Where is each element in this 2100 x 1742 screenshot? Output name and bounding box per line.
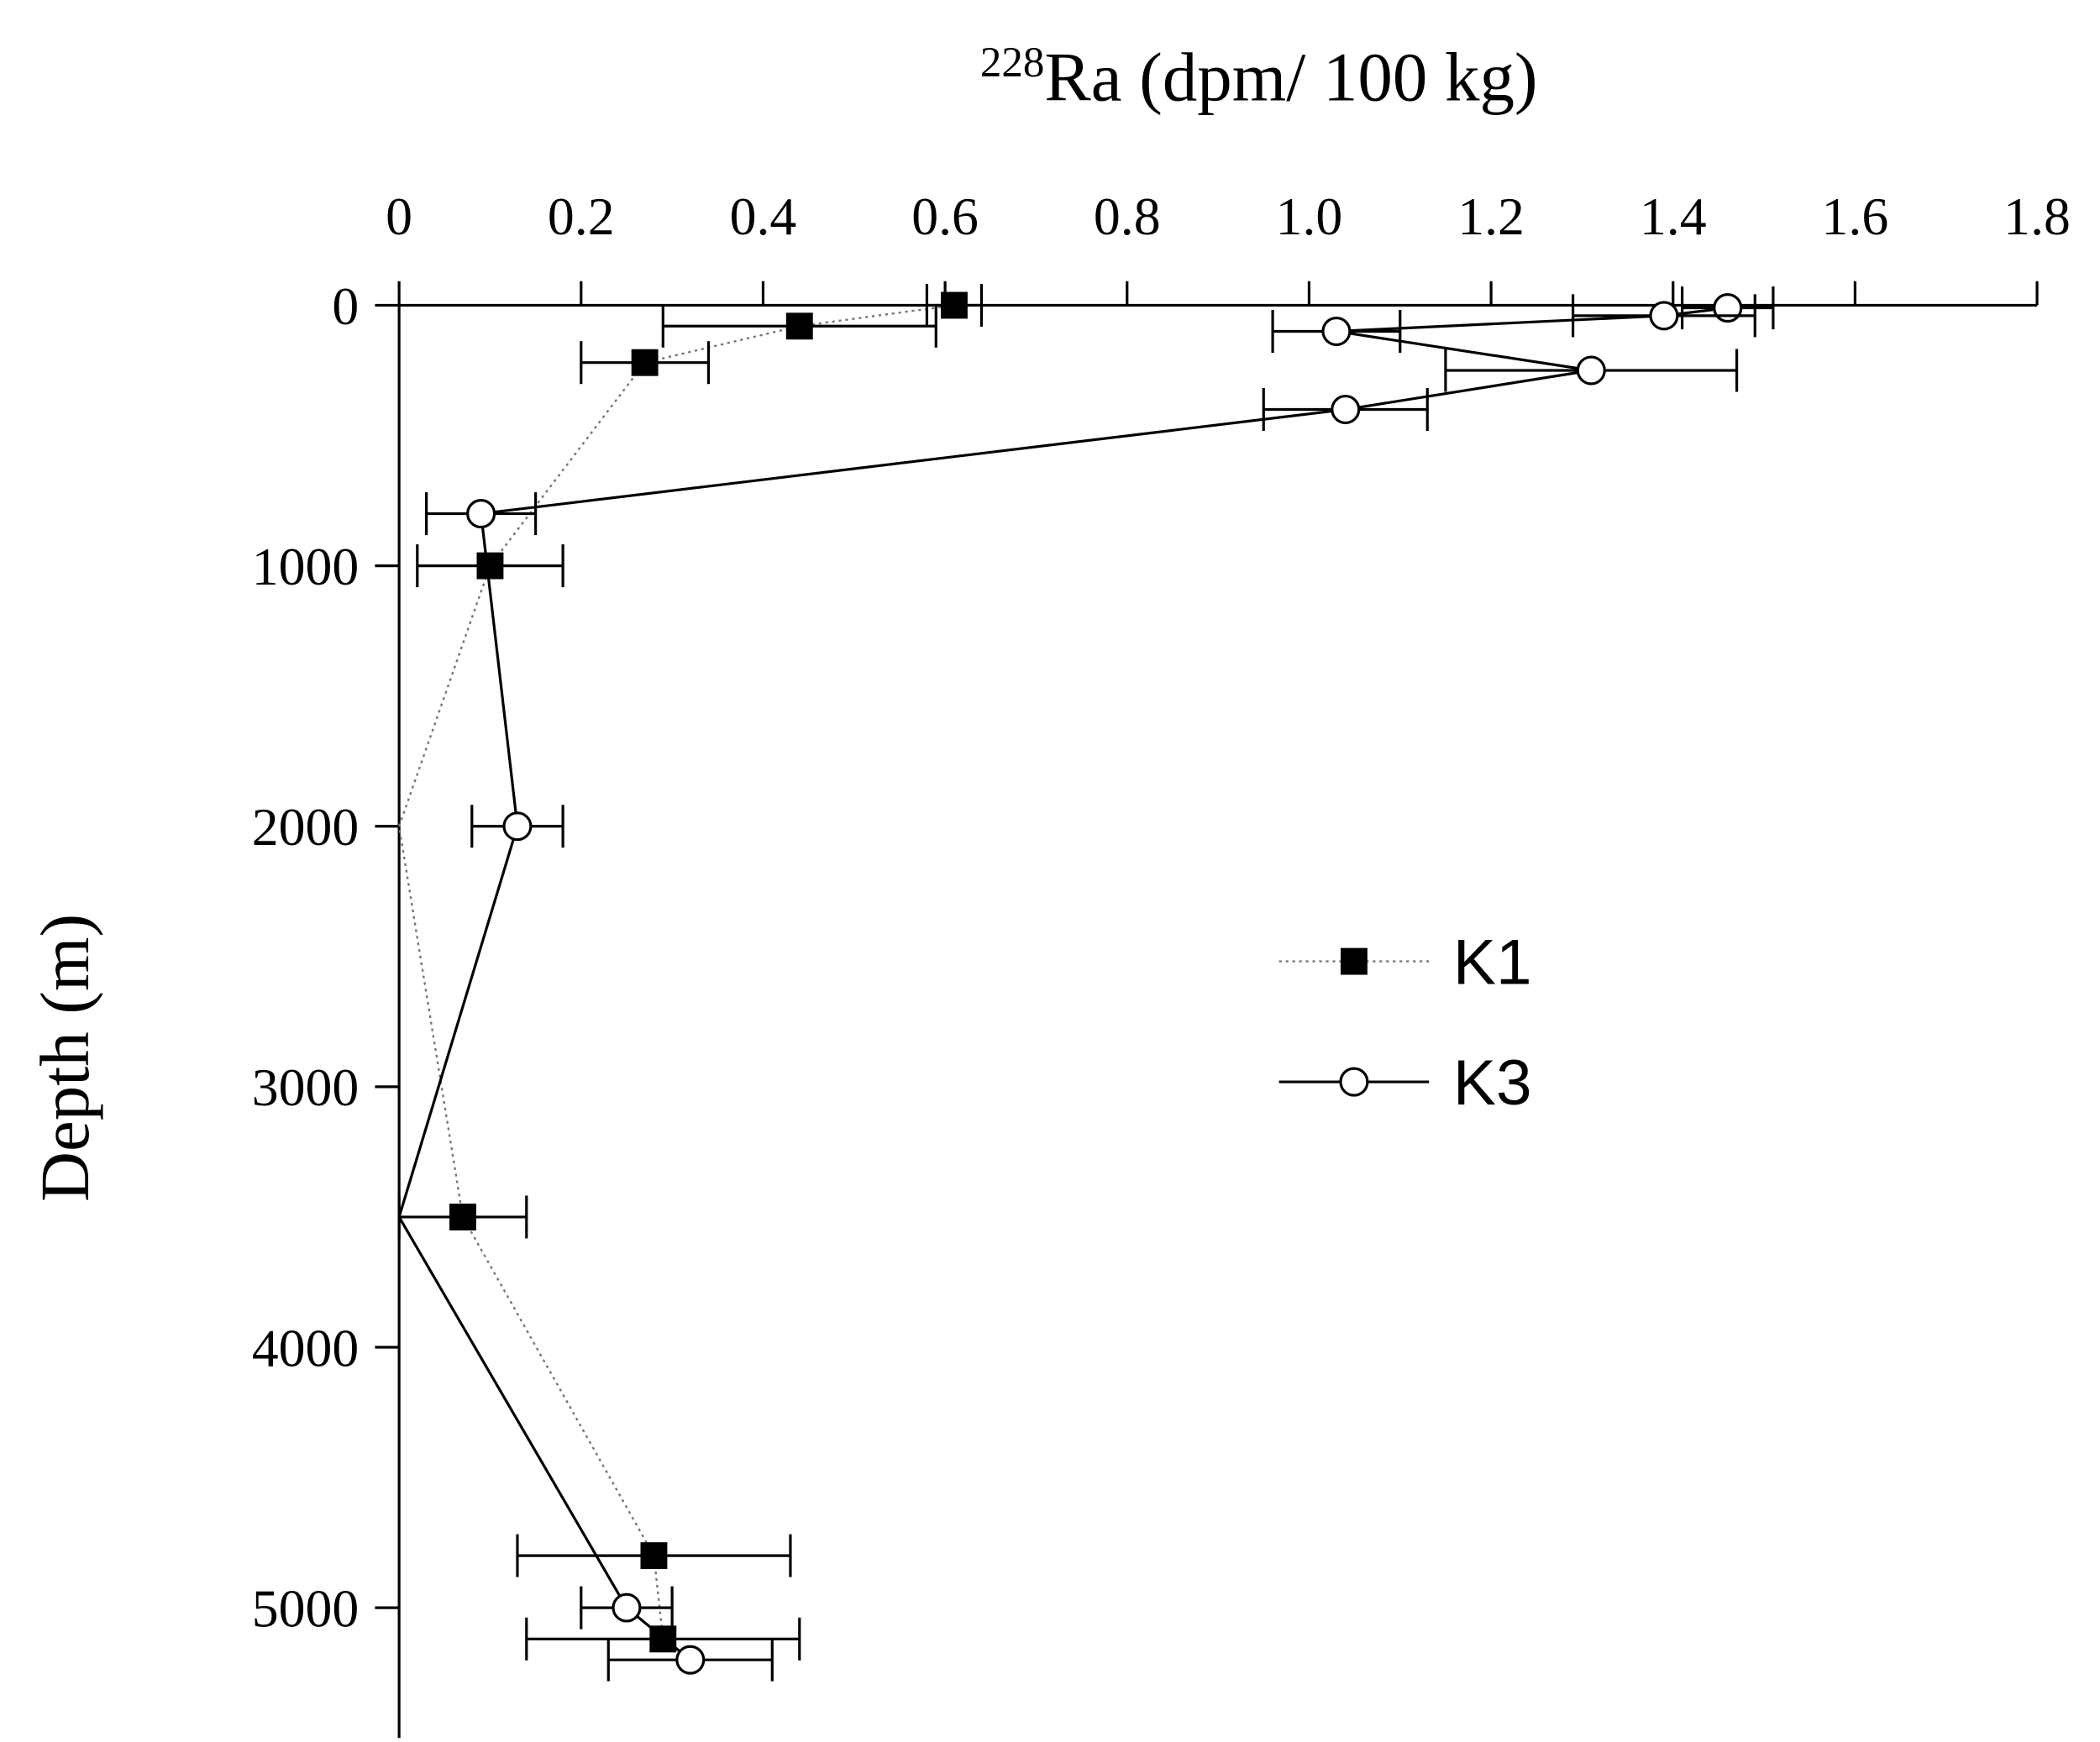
marker-square [449, 1204, 476, 1230]
legend-label: K1 [1453, 927, 1532, 999]
x-tick-label: 1.8 [2003, 186, 2071, 246]
y-tick-label: 1000 [252, 537, 360, 596]
marker-square [631, 349, 659, 376]
marker-circle [1713, 293, 1743, 323]
legend-label: K3 [1453, 1047, 1532, 1119]
marker-square [940, 291, 968, 319]
x-axis-title-superscript: 228 [980, 39, 1045, 87]
y-tick-label: 0 [332, 276, 359, 336]
marker-circle [675, 1645, 706, 1675]
marker-circle [1576, 355, 1606, 386]
x-tick-label: 0.6 [911, 186, 979, 246]
series-line [397, 306, 1728, 1661]
marker-circle [1649, 301, 1679, 331]
x-tick-label: 0.4 [730, 186, 797, 246]
y-tick-label: 5000 [252, 1578, 360, 1638]
marker-square [640, 1542, 668, 1570]
x-tick-label: 0 [386, 186, 412, 246]
marker-circle [1321, 316, 1352, 347]
marker-circle [612, 1592, 642, 1623]
x-tick-label: 0.8 [1094, 186, 1161, 246]
marker-circle [466, 499, 496, 529]
marker-circle [1331, 394, 1361, 425]
x-tick-label: 1.4 [1640, 186, 1707, 246]
x-tick-label: 1.0 [1276, 186, 1343, 246]
marker-square [1340, 947, 1368, 975]
y-tick-label: 3000 [252, 1057, 360, 1117]
x-axis-title: 228Ra (dpm/ 100 kg) [980, 39, 1538, 116]
y-tick-label: 2000 [252, 797, 360, 857]
series-line [397, 304, 955, 1640]
x-tick-label: 1.6 [1822, 186, 1889, 246]
marker-square [785, 312, 813, 340]
marker-circle [502, 811, 533, 842]
x-axis-title-text: Ra (dpm/ 100 kg) [1044, 39, 1537, 116]
y-tick-label: 4000 [252, 1318, 360, 1377]
x-tick-label: 1.2 [1457, 186, 1525, 246]
y-axis-title: Depth (m) [26, 914, 103, 1202]
marker-circle [1339, 1067, 1369, 1097]
x-tick-label: 0.2 [548, 186, 615, 246]
marker-square [476, 552, 504, 580]
